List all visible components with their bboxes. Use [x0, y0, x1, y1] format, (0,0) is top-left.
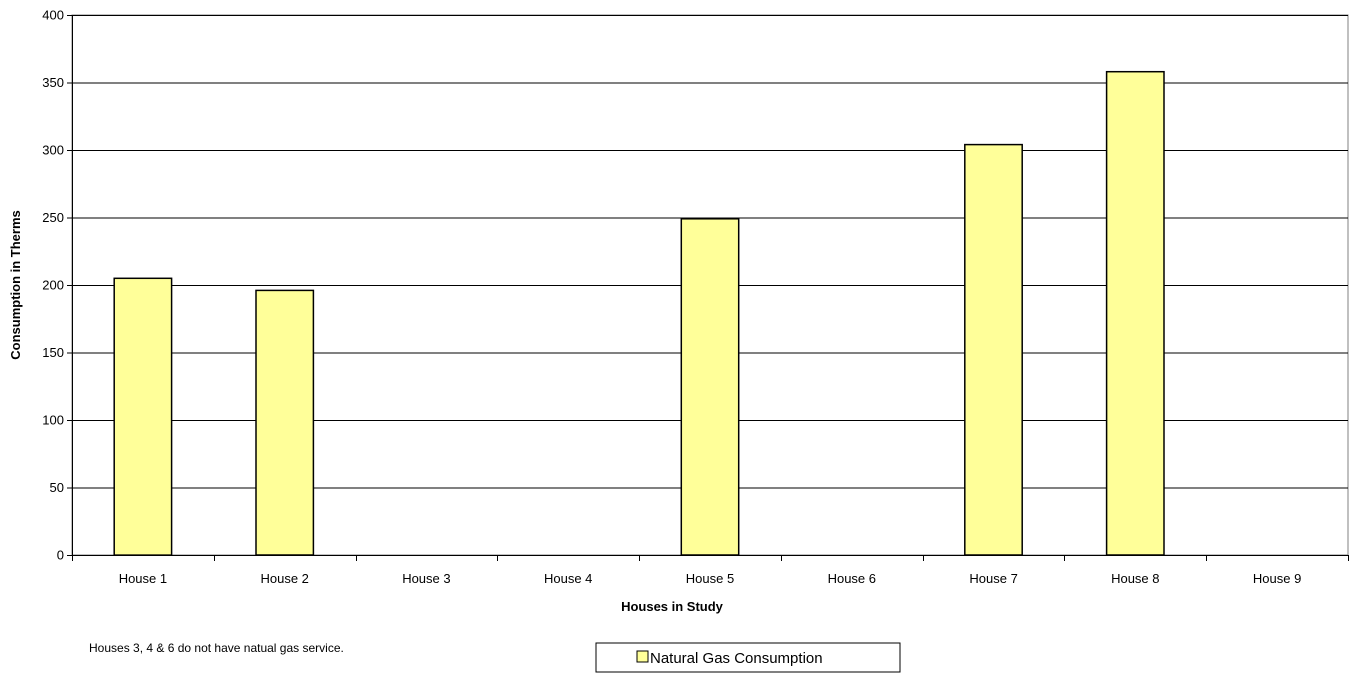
x-tick-label: House 4 — [544, 571, 592, 586]
bar-house-1 — [113, 277, 173, 556]
x-tick-label: House 2 — [260, 571, 308, 586]
y-tick-label: 100 — [42, 413, 64, 428]
x-tick-label: House 9 — [1253, 571, 1301, 586]
x-tick-labels: House 1 House 2 House 3 House 4 House 5 House… — [119, 571, 1302, 586]
bar-house-2 — [255, 289, 315, 556]
y-tick-label: 0 — [57, 548, 64, 563]
footnote: Houses 3, 4 & 6 do not have natual gas s… — [89, 641, 344, 655]
bars — [113, 70, 1165, 556]
y-tick-label: 50 — [50, 480, 64, 495]
y-tick-labels: 0 50 100 150 200 250 300 350 400 — [42, 8, 64, 563]
y-tick-label: 250 — [42, 210, 64, 225]
x-tick-label: House 7 — [969, 571, 1017, 586]
y-tick-label: 400 — [42, 8, 64, 23]
bar-house-5 — [680, 218, 740, 556]
y-tick-label: 150 — [42, 345, 64, 360]
y-tick-label: 300 — [42, 143, 64, 158]
y-axis-title: Consumption in Therms — [8, 210, 23, 360]
x-tick-label: House 5 — [686, 571, 734, 586]
legend: Natural Gas Consumption — [595, 642, 901, 673]
x-tick-label: House 8 — [1111, 571, 1159, 586]
y-tick-label: 350 — [42, 75, 64, 90]
x-axis-title: Houses in Study — [621, 599, 724, 614]
bar-house-7 — [964, 143, 1023, 556]
bar-house-8 — [1105, 70, 1165, 556]
axes — [67, 15, 1349, 561]
x-tick-label: House 3 — [402, 571, 450, 586]
legend-label-natural-gas: Natural Gas Consumption — [650, 650, 823, 667]
x-tick-label: House 1 — [119, 571, 167, 586]
x-tick-label: House 6 — [828, 571, 876, 586]
y-tick-label: 200 — [42, 278, 64, 293]
legend-swatch — [636, 650, 649, 663]
